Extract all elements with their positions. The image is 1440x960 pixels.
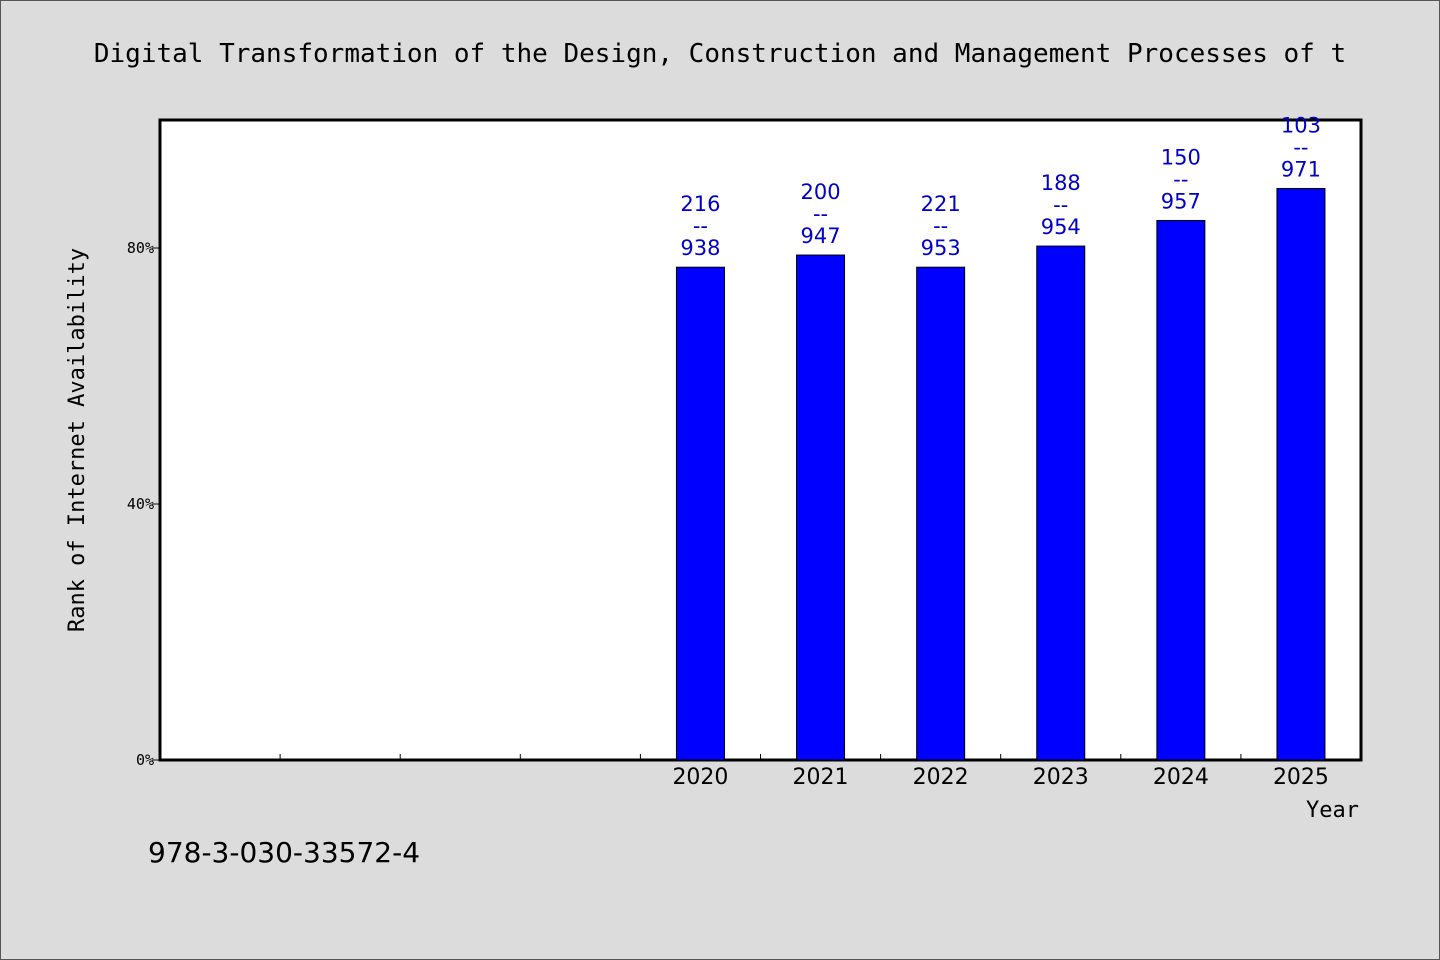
data-label: 957 bbox=[1161, 189, 1201, 213]
bar bbox=[675, 266, 725, 761]
data-label: -- bbox=[1053, 193, 1068, 217]
data-label: 947 bbox=[801, 224, 841, 248]
isbn-footer: 978-3-030-33572-4 bbox=[148, 836, 420, 869]
data-label: 221 bbox=[921, 192, 961, 216]
bar bbox=[1036, 245, 1086, 761]
data-label: -- bbox=[1293, 135, 1308, 159]
x-axis-label: Year bbox=[1306, 798, 1359, 823]
bar bbox=[796, 254, 846, 761]
x-tick-label: 2025 bbox=[1273, 765, 1329, 790]
data-label: 938 bbox=[680, 236, 720, 260]
y-axis-ticks: 0% 40% 80% bbox=[127, 239, 160, 769]
data-label: 216 bbox=[680, 192, 720, 216]
data-label: 200 bbox=[801, 180, 841, 204]
data-label: -- bbox=[813, 202, 828, 226]
data-label: -- bbox=[1173, 167, 1188, 191]
bar bbox=[1276, 187, 1326, 761]
data-label: 150 bbox=[1161, 145, 1201, 169]
data-label: 103 bbox=[1281, 113, 1321, 137]
data-label: 188 bbox=[1041, 171, 1081, 195]
x-tick-label: 2020 bbox=[672, 765, 728, 790]
data-label-group: 216--938200--947221--953188--954150--957… bbox=[680, 113, 1321, 260]
data-label: -- bbox=[933, 214, 948, 238]
y-tick-label: 0% bbox=[136, 751, 154, 769]
x-tick-label: 2023 bbox=[1033, 765, 1089, 790]
x-axis-ticks: 2020 2021 2022 2023 2024 2025 bbox=[279, 754, 1329, 790]
data-label: 954 bbox=[1041, 215, 1081, 239]
bar-group bbox=[675, 187, 1326, 761]
data-label: 953 bbox=[921, 236, 961, 260]
x-tick-label: 2022 bbox=[913, 765, 969, 790]
x-tick-label: 2024 bbox=[1153, 765, 1209, 790]
y-tick-label: 40% bbox=[127, 495, 154, 513]
bar bbox=[1156, 219, 1206, 761]
data-label: -- bbox=[693, 214, 708, 238]
chart-title: Digital Transformation of the Design, Co… bbox=[94, 39, 1346, 69]
y-tick-label: 80% bbox=[127, 239, 154, 257]
bar bbox=[916, 266, 966, 761]
y-axis-label: Rank of Internet Availability bbox=[65, 248, 90, 632]
x-tick-label: 2021 bbox=[793, 765, 849, 790]
data-label: 971 bbox=[1281, 157, 1321, 181]
